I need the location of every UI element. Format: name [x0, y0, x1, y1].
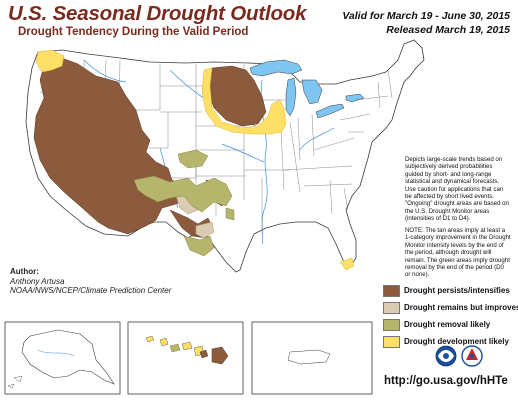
legend-swatch — [383, 335, 400, 348]
development-florida — [339, 257, 355, 271]
legend-swatch — [383, 284, 400, 297]
removal-plains — [177, 149, 209, 169]
legend: Drought persists/intensifies Drought rem… — [383, 282, 518, 350]
legend-item-persists: Drought persists/intensifies — [383, 282, 515, 299]
release-date: Released March 19, 2015 — [386, 24, 510, 36]
lake-erie — [315, 103, 345, 119]
note-text: NOTE: The tan areas imply at least a 1-c… — [405, 227, 511, 279]
legend-swatch — [383, 318, 400, 331]
development-washington — [35, 49, 65, 73]
persists-hawaii-big — [211, 346, 229, 365]
drought-removal-areas — [133, 149, 235, 353]
lake-ontario — [345, 93, 365, 103]
drought-development-areas — [35, 49, 355, 271]
legend-item-development: Drought development likely — [383, 333, 515, 350]
development-minnesota-wisconsin — [201, 67, 287, 135]
source-url[interactable]: http://go.usa.gov/hHTe — [384, 375, 508, 387]
lake-huron — [301, 79, 323, 105]
hawaii-inset — [127, 321, 244, 395]
puerto-rico-land — [287, 349, 331, 365]
puerto-rico-inset — [251, 321, 373, 395]
author-block: Author: Anthony Artusa NOAA/NWS/NCEP/Cli… — [10, 267, 171, 296]
alaska-inset — [4, 321, 121, 395]
improves-texas-2 — [195, 221, 215, 239]
removal-tx-small — [225, 207, 235, 221]
legend-swatch — [383, 301, 400, 314]
author-org: NOAA/NWS/NCEP/Climate Prediction Center — [10, 286, 172, 296]
removal-oklahoma — [133, 175, 233, 213]
removal-texas-south — [183, 235, 215, 257]
nws-logo-icon — [461, 345, 483, 367]
page-subtitle: Drought Tendency During the Valid Period — [18, 26, 249, 38]
legend-label: Drought removal likely — [404, 320, 491, 329]
legend-label: Drought persists/intensifies — [404, 286, 510, 295]
legend-item-removal: Drought removal likely — [383, 316, 515, 333]
legend-label: Drought remains but improves — [404, 303, 518, 312]
removal-hawaii — [169, 343, 181, 353]
noaa-logo-icon — [435, 345, 457, 367]
description-text: Depicts large-scale trends based on subj… — [405, 156, 509, 223]
lake-superior — [249, 59, 303, 77]
great-lakes — [249, 59, 365, 119]
author-name: Anthony Artusa — [10, 276, 65, 286]
page-title: U.S. Seasonal Drought Outlook — [8, 2, 307, 25]
alaska-land — [21, 329, 115, 385]
legend-item-improves: Drought remains but improves — [383, 299, 518, 316]
valid-period: Valid for March 19 - June 30, 2015 — [342, 10, 510, 22]
legend-label: Drought development likely — [404, 337, 509, 346]
author-label: Author: — [10, 267, 39, 276]
lake-michigan — [285, 77, 297, 117]
